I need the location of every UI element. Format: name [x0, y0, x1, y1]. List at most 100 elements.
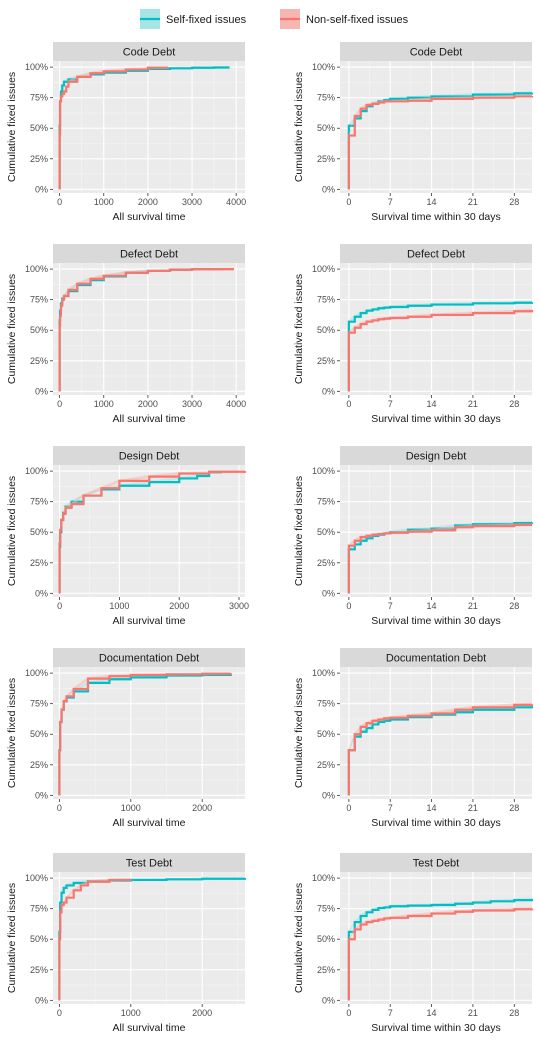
y-tick-label: 50% [30, 729, 48, 739]
strip-bg [53, 244, 245, 263]
y-tick-label: 100% [312, 62, 335, 72]
x-tick-label: 4000 [226, 197, 246, 207]
y-axis-title: Cumulative fixed issues [6, 274, 18, 384]
y-tick-label: 0% [35, 184, 48, 194]
series-line-non-self-fixed-issues [347, 908, 534, 1001]
x-tick-label: 28 [509, 399, 519, 409]
y-tick-label: 25% [317, 558, 335, 568]
series-line-non-self-fixed-issues [347, 703, 534, 796]
y-tick-label: 75% [317, 699, 335, 709]
panel-defect-debt-all: Defect Debt 0% 25% 50% 75% 100% 0 1000 2000 3000 4… [6, 244, 246, 425]
x-axis-title: Survival time within 30 days [371, 211, 501, 223]
panel-design-debt-30d: Design Debt 0% 25% 50% 75% 100% 0 7 14 21 28 Surviv… [293, 446, 534, 627]
x-axis-title: All survival time [113, 413, 186, 425]
x-tick-label: 0 [346, 803, 351, 813]
panel-test-debt-30d: Test Debt 0% 25% 50% 75% 100% 0 7 14 21 28 Survival… [293, 853, 534, 1034]
y-axis-title: Cumulative fixed issues [6, 883, 18, 993]
y-axis-title: Cumulative fixed issues [6, 678, 18, 788]
y-tick-label: 25% [30, 154, 48, 164]
y-axis-title: Cumulative fixed issues [6, 476, 18, 586]
y-tick-label: 25% [317, 356, 335, 366]
x-tick-label: 28 [509, 803, 519, 813]
x-axis-title: Survival time within 30 days [371, 1022, 501, 1034]
y-axis-title: Cumulative fixed issues [293, 72, 305, 182]
y-tick-label: 50% [30, 527, 48, 537]
y-tick-label: 0% [322, 995, 335, 1005]
x-tick-label: 14 [427, 399, 437, 409]
y-tick-label: 50% [30, 123, 48, 133]
x-tick-label: 1000 [94, 399, 114, 409]
x-tick-label: 7 [388, 601, 393, 611]
x-tick-label: 1000 [94, 197, 114, 207]
y-tick-label: 75% [317, 497, 335, 507]
panel-code-debt-30d: Code Debt 0% 25% 50% 75% 100% 0 7 14 21 28 Survival… [293, 42, 534, 223]
y-tick-label: 25% [317, 154, 335, 164]
panels: Code Debt 0% 25% 50% 75% 100% 0 1000 2000 3000 400… [6, 42, 534, 1034]
y-axis-title: Cumulative fixed issues [293, 476, 305, 586]
series-line-non-self-fixed-issues [347, 95, 534, 190]
y-tick-label: 0% [322, 790, 335, 800]
y-tick-label: 0% [35, 588, 48, 598]
panel-defect-debt-30d: Defect Debt 0% 25% 50% 75% 100% 0 7 14 21 28 Surviv… [293, 244, 534, 425]
series-line-non-self-fixed-issues [58, 878, 132, 1001]
plot-background [340, 61, 532, 193]
x-tick-label: 14 [427, 197, 437, 207]
x-tick-label: 0 [346, 1008, 351, 1018]
strip-title: Design Debt [406, 451, 467, 463]
y-tick-label: 50% [30, 325, 48, 335]
series-line-non-self-fixed-issues [58, 672, 232, 796]
strip-bg [340, 446, 532, 465]
x-tick-label: 21 [468, 601, 478, 611]
strip-bg [340, 42, 532, 61]
y-tick-label: 75% [30, 497, 48, 507]
x-axis-title: All survival time [113, 615, 186, 627]
plot-background [340, 263, 532, 395]
y-tick-label: 0% [35, 386, 48, 396]
y-tick-label: 100% [312, 264, 335, 274]
x-tick-label: 3000 [182, 197, 202, 207]
series-line-non-self-fixed-issues [347, 523, 532, 594]
strip-title: Defect Debt [407, 249, 465, 261]
x-tick-label: 4000 [226, 399, 246, 409]
confidence-band-self-fixed-issues [59, 471, 222, 549]
x-tick-label: 21 [468, 803, 478, 813]
x-axis-title: All survival time [113, 211, 186, 223]
x-axis-title: All survival time [113, 1022, 186, 1034]
x-tick-label: 2000 [192, 803, 212, 813]
strip-title: Documentation Debt [99, 653, 199, 665]
y-tick-label: 75% [317, 295, 335, 305]
x-tick-label: 7 [388, 803, 393, 813]
strip-bg [53, 42, 245, 61]
y-tick-label: 50% [317, 729, 335, 739]
y-tick-label: 100% [312, 466, 335, 476]
strip-bg [340, 648, 532, 667]
y-tick-label: 0% [35, 995, 48, 1005]
strip-bg [340, 853, 532, 872]
x-tick-label: 0 [57, 803, 62, 813]
plot-background [53, 872, 245, 1004]
x-tick-label: 2000 [138, 399, 158, 409]
x-tick-label: 21 [468, 1008, 478, 1018]
x-tick-label: 28 [509, 1008, 519, 1018]
x-tick-label: 14 [427, 1008, 437, 1018]
x-tick-label: 7 [388, 399, 393, 409]
strip-bg [53, 648, 245, 667]
x-axis-title: Survival time within 30 days [371, 413, 501, 425]
series-line-non-self-fixed-issues [58, 66, 169, 190]
y-tick-label: 100% [25, 62, 48, 72]
x-tick-label: 0 [346, 601, 351, 611]
y-tick-label: 100% [312, 873, 335, 883]
series-line-self-fixed-issues [58, 877, 247, 1001]
y-tick-label: 100% [25, 668, 48, 678]
legend-label-non-self-fixed: Non-self-fixed issues [306, 14, 409, 26]
series-line-non-self-fixed-issues [58, 470, 247, 594]
legend: Self-fixed issues Non-self-fixed issues [140, 9, 409, 29]
series-line-non-self-fixed-issues [58, 268, 234, 392]
y-tick-label: 25% [30, 558, 48, 568]
x-tick-label: 7 [388, 1008, 393, 1018]
y-tick-label: 25% [30, 356, 48, 366]
x-tick-label: 28 [509, 601, 519, 611]
y-tick-label: 75% [30, 93, 48, 103]
panel-documentation-debt-30d: Documentation Debt 0% 25% 50% 75% 100% 0 7 14 21 2… [293, 648, 534, 829]
